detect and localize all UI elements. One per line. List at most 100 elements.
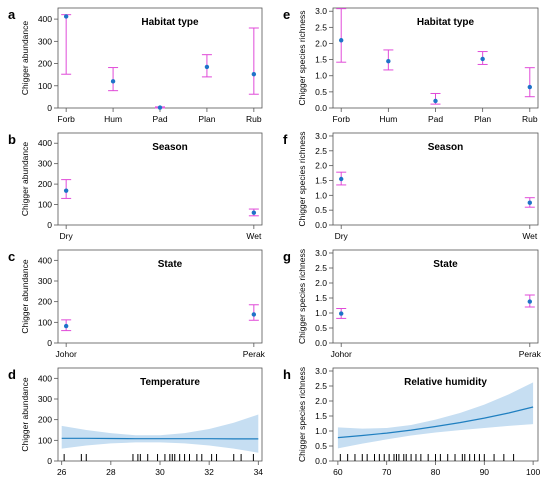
x-tick-label: 90	[480, 467, 490, 477]
x-tick-label: Dry	[335, 231, 349, 241]
y-tick-label: 100	[38, 435, 52, 445]
y-tick-label: 400	[38, 255, 52, 265]
data-point	[433, 98, 438, 104]
y-tick-label: 0.0	[315, 220, 327, 230]
panel-title: Habitat type	[417, 17, 475, 28]
x-tick-label: 34	[254, 467, 264, 477]
data-point	[251, 210, 257, 215]
plot-frame	[57, 132, 263, 226]
panel-e: e Habitat type 0.0 0.5 1.0 1.5 2.0 2.5 3.0 Chigge…	[283, 6, 539, 124]
x-tick-label: Wet	[522, 231, 538, 241]
panel-letter: c	[8, 249, 15, 264]
y-tick-label: 0	[47, 103, 52, 113]
y-tick-label: 2.5	[315, 263, 327, 273]
confidence-band	[337, 382, 534, 449]
panel-c: c State 0 100 200 300 400 Chigger abundance Joho…	[8, 249, 266, 359]
y-tick-label: 1.5	[315, 55, 327, 65]
panel-title: Habitat type	[141, 17, 199, 28]
y-tick-label: 2.0	[315, 396, 327, 406]
panel-title: State	[433, 259, 458, 270]
panel-title: State	[158, 259, 183, 270]
y-tick-label: 1.0	[315, 308, 327, 318]
plot-frame	[332, 249, 539, 344]
x-tick-label: Plan	[198, 114, 215, 124]
panel-b: b Season 0 100 200 300 400 Chigger abundance Dry…	[8, 132, 263, 241]
panel-title: Temperature	[140, 377, 200, 388]
x-tick-label: Hum	[104, 114, 122, 124]
data-point	[63, 14, 69, 19]
y-tick-label: 300	[38, 159, 52, 169]
data-point	[527, 200, 532, 205]
y-tick-label: 400	[38, 14, 52, 24]
panel-letter: a	[8, 7, 16, 22]
x-tick-label: Johor	[331, 349, 352, 359]
x-tick-label: Perak	[519, 349, 542, 359]
x-tick-label: Pad	[152, 114, 167, 124]
x-tick-label: Dry	[60, 231, 74, 241]
y-axis-label: Chigger abundance	[20, 377, 30, 451]
data-point	[110, 79, 116, 84]
x-tick-label: 60	[333, 467, 343, 477]
y-tick-label: 1.0	[315, 426, 327, 436]
x-tick-label: Johor	[56, 349, 77, 359]
data-point	[339, 176, 344, 182]
y-tick-label: 400	[38, 138, 52, 148]
y-tick-label: 0	[47, 456, 52, 466]
y-axis-label: Chigger species richness	[297, 132, 307, 227]
y-tick-label: 0.0	[315, 456, 327, 466]
y-tick-label: 3.0	[315, 6, 327, 16]
y-tick-label: 400	[38, 373, 52, 383]
y-axis-label: Chigger species richness	[297, 11, 307, 106]
y-tick-label: 300	[38, 276, 52, 286]
plot-frame	[332, 132, 539, 226]
y-tick-label: 3.0	[315, 248, 327, 258]
y-tick-label: 1.5	[315, 293, 327, 303]
x-tick-label: 26	[57, 467, 67, 477]
x-tick-label: Hum	[379, 114, 397, 124]
data-point	[251, 312, 257, 317]
y-tick-label: 1.5	[315, 175, 327, 185]
y-axis-label: Chigger species richness	[297, 367, 307, 462]
y-tick-label: 0.5	[315, 323, 327, 333]
data-point	[527, 84, 532, 90]
x-tick-label: Wet	[246, 231, 262, 241]
x-tick-label: Perak	[243, 349, 266, 359]
x-tick-label: 32	[204, 467, 214, 477]
x-tick-label: Forb	[332, 114, 350, 124]
panel-title: Season	[428, 142, 464, 153]
panel-a: a Habitat type 0 100 200 300 400 Chigger abunda…	[8, 7, 263, 124]
y-tick-label: 0.0	[315, 103, 327, 113]
x-tick-label: 30	[155, 467, 165, 477]
data-point	[339, 311, 344, 316]
y-tick-label: 1.5	[315, 411, 327, 421]
panel-letter: e	[283, 7, 290, 22]
y-tick-label: 1.0	[315, 190, 327, 200]
panel-title: Relative humidity	[404, 377, 487, 388]
y-tick-label: 300	[38, 36, 52, 46]
panel-h: h Relative humidity 0.0 0.5 1.0 1.5 2.0 2.5 3.0 C…	[283, 366, 540, 477]
y-axis-label: Chigger abundance	[20, 259, 30, 333]
y-tick-label: 200	[38, 415, 52, 425]
data-point	[63, 188, 69, 193]
y-axis-label: Chigger abundance	[20, 21, 30, 95]
x-tick-label: Plan	[474, 114, 491, 124]
data-point	[204, 64, 210, 70]
y-tick-label: 200	[38, 179, 52, 189]
y-tick-label: 0.0	[315, 338, 327, 348]
panel-f: f Season 0.0 0.5 1.0 1.5 2.0 2.5 3.0 Chigger spec…	[283, 131, 539, 241]
x-tick-label: 28	[106, 467, 116, 477]
panel-letter: d	[8, 367, 16, 382]
panel-g: g State 0.0 0.5 1.0 1.5 2.0 2.5 3.0 Chigger speci…	[283, 248, 542, 359]
y-tick-label: 100	[38, 200, 52, 210]
x-tick-label: Rub	[246, 114, 262, 124]
plot-frame	[57, 249, 263, 344]
data-point	[527, 299, 532, 304]
y-tick-label: 2.5	[315, 146, 327, 156]
y-axis-label: Chigger abundance	[20, 142, 30, 216]
x-tick-label: 70	[382, 467, 392, 477]
y-tick-label: 2.5	[315, 22, 327, 32]
panel-letter: f	[283, 132, 288, 147]
y-tick-label: 2.0	[315, 38, 327, 48]
y-tick-label: 300	[38, 394, 52, 404]
